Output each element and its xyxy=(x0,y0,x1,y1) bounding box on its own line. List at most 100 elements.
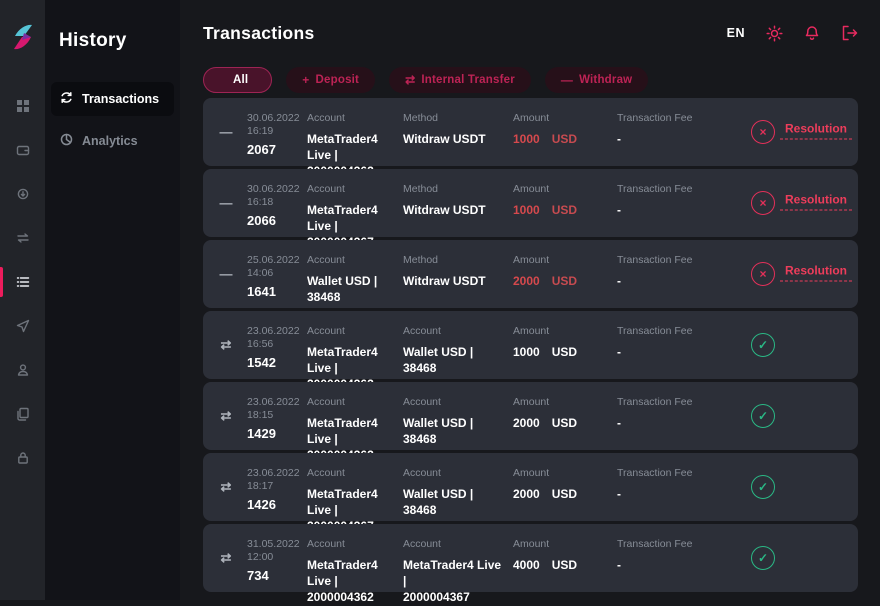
fee-value: - xyxy=(617,416,621,430)
amount-currency: USD xyxy=(551,345,578,359)
col2-label: Account xyxy=(403,467,441,479)
transaction-date-block: 25.06.2022 14:06 1641 xyxy=(247,254,307,299)
page-title: Transactions xyxy=(203,22,315,43)
col1-value-line1: MetaTrader4 Live | xyxy=(307,416,378,447)
fee-value: - xyxy=(617,274,621,288)
filter-withdraw[interactable]: — Withdraw xyxy=(544,66,649,93)
transaction-date: 23.06.2022 xyxy=(247,396,300,408)
main-content: Transactions EN All + Deposit ⇄ Internal T… xyxy=(180,0,880,604)
theme-sun-icon[interactable] xyxy=(766,24,783,42)
transaction-type-icon: ⇄ xyxy=(220,550,232,565)
minus-icon: — xyxy=(560,72,574,87)
status-icon: ✓ xyxy=(751,475,775,499)
fee-label: Transaction Fee xyxy=(617,396,693,408)
header-controls: EN xyxy=(726,24,858,42)
resolution-link[interactable]: Resolution xyxy=(780,264,852,282)
documents-icon[interactable] xyxy=(0,392,45,436)
brand-logo[interactable] xyxy=(11,20,35,54)
icon-rail xyxy=(0,0,45,600)
dashboard-icon[interactable] xyxy=(0,84,45,128)
fee-label: Transaction Fee xyxy=(617,183,693,195)
transaction-fee-col: Transaction Fee - xyxy=(617,325,752,360)
col2-value-line1: MetaTrader4 Live | xyxy=(403,558,502,589)
security-icon[interactable] xyxy=(0,436,45,480)
col2-value-line1: Witdraw USDT xyxy=(403,203,486,217)
transfer-icon[interactable] xyxy=(0,216,45,260)
col1-value-line1: MetaTrader4 Live | xyxy=(307,132,378,163)
filter-internal-transfer[interactable]: ⇄ Internal Transfer xyxy=(389,66,531,93)
filter-all[interactable]: All xyxy=(203,66,273,93)
transaction-col2: Method Witdraw USDT xyxy=(403,254,513,289)
col1-value-line2: 2000004362 xyxy=(307,590,374,605)
resolution-link[interactable]: Resolution xyxy=(780,122,852,140)
transaction-date-block: 23.06.2022 18:15 1429 xyxy=(247,396,307,441)
col1-label: Account xyxy=(307,112,345,124)
deposit-icon[interactable] xyxy=(0,172,45,216)
logo-top-wing xyxy=(14,24,32,36)
fee-label: Transaction Fee xyxy=(617,112,693,124)
transaction-date: 31.05.2022 xyxy=(247,538,300,550)
fee-value: - xyxy=(617,132,621,146)
history-icon[interactable] xyxy=(0,260,45,304)
transaction-col2: Account MetaTrader4 Live | 2000004367 xyxy=(403,538,513,606)
transaction-amount-col: Amount 2000 USD xyxy=(513,254,617,289)
transaction-col2: Account Wallet USD | 38468 xyxy=(403,325,513,376)
transaction-date: 25.06.2022 xyxy=(247,254,300,266)
amount-label: Amount xyxy=(513,538,550,550)
transaction-row[interactable]: ⇄ 31.05.2022 12:00 734 Account MetaTrade… xyxy=(203,524,858,604)
col2-label: Account xyxy=(403,538,441,550)
profile-icon[interactable] xyxy=(0,348,45,392)
resolution-link[interactable]: Resolution xyxy=(780,193,852,211)
sync-icon xyxy=(60,91,73,107)
transaction-id: 1429 xyxy=(247,426,276,442)
amount-value: 2000 xyxy=(513,274,540,288)
transaction-row[interactable]: ⇄ 23.06.2022 16:56 1542 Account MetaTrad… xyxy=(203,311,858,391)
col1-value-line1: Wallet USD | xyxy=(307,274,378,288)
amount-value: 2000 xyxy=(513,487,540,501)
transaction-date: 30.06.2022 xyxy=(247,112,300,124)
status-icon: × xyxy=(751,120,775,144)
amount-currency: USD xyxy=(551,487,578,501)
amount-label: Amount xyxy=(513,254,550,266)
amount-value: 4000 xyxy=(513,558,540,572)
transaction-row[interactable]: ⇄ 23.06.2022 18:15 1429 Account MetaTrad… xyxy=(203,382,858,462)
col2-value-line2: 2000004367 xyxy=(403,590,470,605)
transaction-row[interactable]: ⇄ 23.06.2022 18:17 1426 Account MetaTrad… xyxy=(203,453,858,533)
transaction-row[interactable]: — 30.06.2022 16:19 2067 Account MetaTrad… xyxy=(203,98,858,178)
transaction-date: 23.06.2022 xyxy=(247,325,300,337)
transaction-type-icon: — xyxy=(219,124,233,140)
wallet-icon[interactable] xyxy=(0,128,45,172)
amount-label: Amount xyxy=(513,112,550,124)
transaction-date-block: 23.06.2022 18:17 1426 xyxy=(247,467,307,512)
notifications-bell-icon[interactable] xyxy=(804,25,820,42)
transaction-amount-col: Amount 2000 USD xyxy=(513,396,617,431)
col1-value-line2: 38468 xyxy=(307,290,341,305)
main-header: Transactions EN xyxy=(203,0,858,58)
filter-deposit[interactable]: + Deposit xyxy=(286,66,376,93)
amount-label: Amount xyxy=(513,396,550,408)
status-icon: ✓ xyxy=(751,404,775,428)
fee-value: - xyxy=(617,558,621,572)
transaction-type-icon: — xyxy=(219,195,233,211)
transaction-fee-col: Transaction Fee - xyxy=(617,538,752,573)
transaction-col1: Account MetaTrader4 Live |2000004362 xyxy=(307,538,403,606)
transaction-date-block: 31.05.2022 12:00 734 xyxy=(247,538,307,583)
transaction-row[interactable]: — 30.06.2022 16:18 2066 Account MetaTrad… xyxy=(203,169,858,249)
transaction-type-icon: ⇄ xyxy=(220,408,232,423)
logout-icon[interactable] xyxy=(841,25,858,41)
send-icon[interactable] xyxy=(0,304,45,348)
transaction-type-icon: ⇄ xyxy=(220,479,232,494)
history-sidebar: History Transactions Analytics xyxy=(45,0,180,600)
transaction-id: 1542 xyxy=(247,355,276,371)
transaction-date-block: 23.06.2022 16:56 1542 xyxy=(247,325,307,370)
transaction-col2: Account Wallet USD | 38468 xyxy=(403,396,513,447)
logo-bottom-wing xyxy=(13,37,31,50)
sidebar-item-transactions[interactable]: Transactions xyxy=(51,82,174,116)
transaction-time: 18:17 xyxy=(247,480,274,493)
col2-label: Account xyxy=(403,396,441,408)
sidebar-item-analytics[interactable]: Analytics xyxy=(51,124,174,158)
transaction-row[interactable]: — 25.06.2022 14:06 1641 Account Wallet U… xyxy=(203,240,858,308)
language-selector[interactable]: EN xyxy=(726,26,745,40)
transaction-date: 23.06.2022 xyxy=(247,467,300,479)
transaction-amount-col: Amount 1000 USD xyxy=(513,183,617,218)
